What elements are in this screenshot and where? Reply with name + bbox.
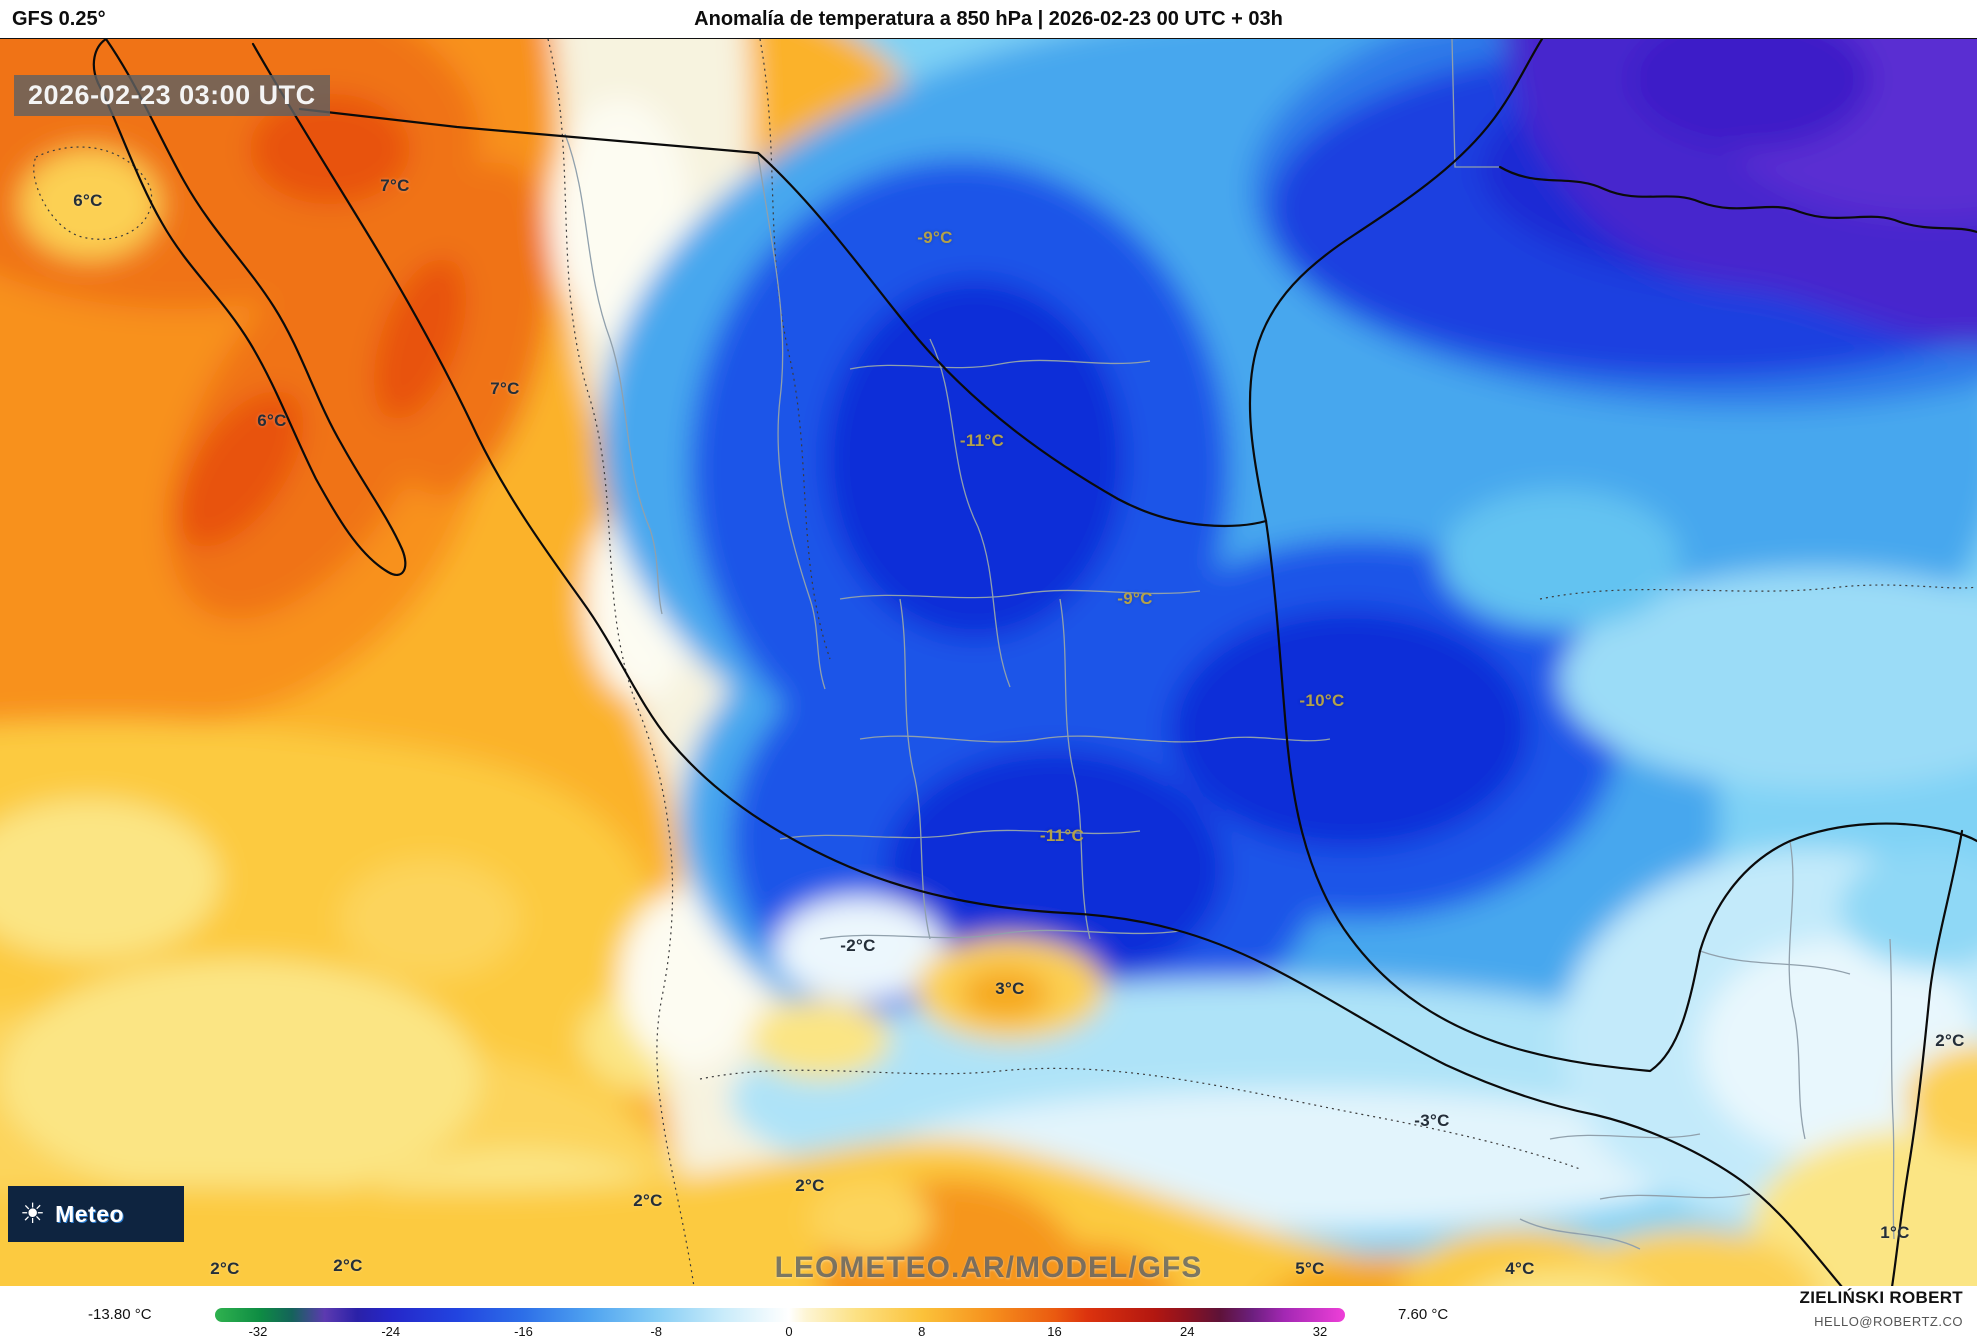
model-label: GFS 0.25°	[12, 8, 106, 30]
temp-label: 2°C	[1935, 1031, 1965, 1050]
colorbar-tick: 16	[1047, 1324, 1062, 1339]
temp-label: -11°C	[1039, 826, 1085, 845]
credit-author: ZIELIŃSKI ROBERT	[1799, 1288, 1963, 1307]
header: GFS 0.25° Anomalía de temperatura a 850 …	[0, 0, 1977, 38]
timestamp-badge: 2026-02-23 03:00 UTC	[14, 75, 330, 116]
watermark: LEOMETEO.AR/MODEL/GFS	[774, 1251, 1203, 1284]
colorbar-tick: 24	[1180, 1324, 1195, 1339]
temp-label: 6°C	[257, 411, 287, 430]
temp-label: 2°C	[210, 1259, 240, 1278]
temp-label: 5°C	[1295, 1259, 1325, 1278]
colorbar-ticks: -32 -24 -16 -8 0 8 16 24 32	[215, 1324, 1345, 1339]
credit-contact: HELLO@ROBERTZ.CO	[1814, 1314, 1963, 1329]
colorbar-tick: 0	[785, 1324, 793, 1339]
color-field	[0, 39, 1977, 1287]
sun-icon: ☀	[20, 1198, 46, 1229]
temp-label: 2°C	[633, 1191, 663, 1210]
temp-label: 7°C	[380, 176, 410, 195]
temp-label: 2°C	[795, 1176, 825, 1195]
temp-label: 6°C	[73, 191, 103, 210]
temp-label: -3°C	[1414, 1111, 1450, 1130]
colorbar-tick: -24	[381, 1324, 401, 1339]
colorbar-max-label: 7.60 °C	[1398, 1306, 1449, 1323]
state-borders	[564, 39, 1895, 1250]
weather-map: 2026-02-23 03:00 UTC 6°C 7°C 6°C 7°C -9°C -11…	[0, 38, 1977, 1287]
page-title: Anomalía de temperatura a 850 hPa | 2026…	[694, 8, 1283, 30]
temp-label: -11°C	[959, 431, 1005, 450]
temp-label: 7°C	[490, 379, 520, 398]
logo-badge: ☀ Meteo	[8, 1186, 184, 1242]
colorbar-tick: -16	[514, 1324, 533, 1339]
temp-label: 4°C	[1505, 1259, 1535, 1278]
credits: ZIELIŃSKI ROBERT HELLO@ROBERTZ.CO	[1800, 1286, 1963, 1329]
colorbar-tick: 8	[918, 1324, 926, 1339]
temperature-labels-layer: 6°C 7°C 6°C 7°C -9°C -11°C -9°C -10°C -11°C -2°C 3…	[0, 39, 1977, 1287]
colorbar-tick: -8	[650, 1324, 663, 1339]
colorbar-tick: -32	[248, 1324, 268, 1339]
logo-text: Meteo	[55, 1200, 125, 1227]
coastlines	[92, 39, 1977, 1287]
temp-label: -9°C	[1117, 589, 1153, 608]
temp-label: 1°C	[1880, 1223, 1910, 1242]
colorbar-min-label: -13.80 °C	[88, 1306, 152, 1323]
dotted-contours	[33, 39, 1977, 1287]
temp-label: 2°C	[333, 1256, 363, 1275]
temp-label: 3°C	[995, 979, 1025, 998]
colorbar-tick: 32	[1312, 1324, 1328, 1339]
temp-label: -10°C	[1299, 691, 1345, 710]
temp-label: -9°C	[917, 228, 953, 247]
temp-label: -2°C	[840, 936, 876, 955]
footer: -13.80 °C -32 -24 -16 -8 0 8 16 24 32 7.60 °C ZI…	[0, 1286, 1977, 1339]
anomaly-field-graphic	[0, 39, 1977, 1287]
colorbar	[215, 1308, 1345, 1322]
